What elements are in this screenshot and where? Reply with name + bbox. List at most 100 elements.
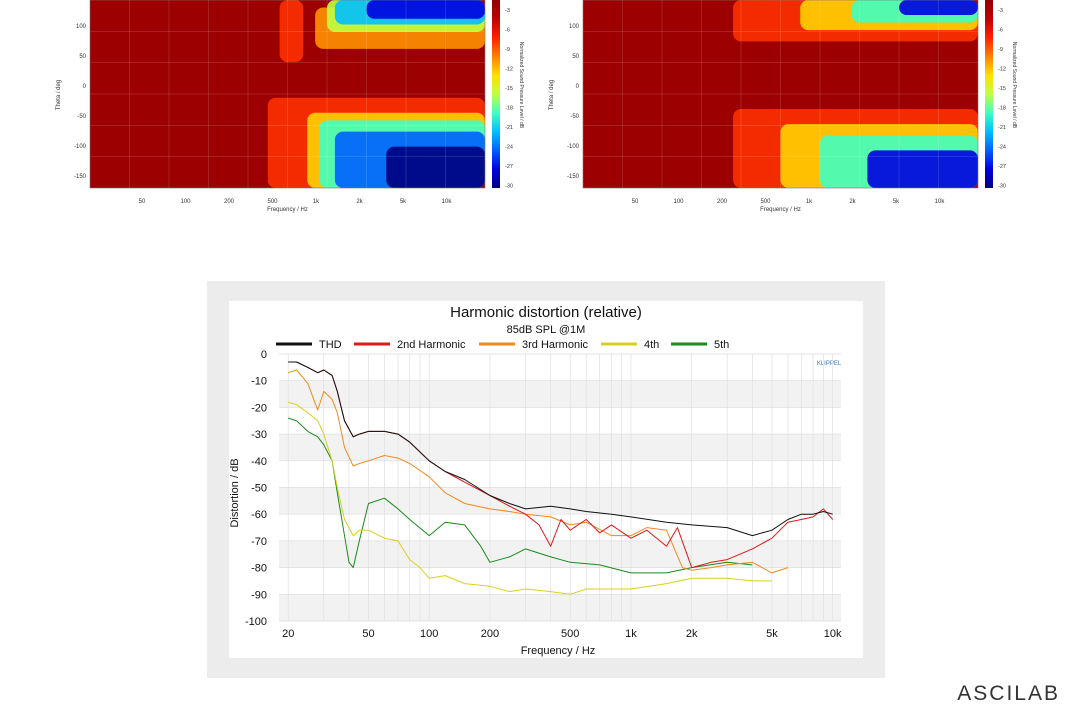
map-x-tick-label: 50 — [139, 199, 146, 205]
map-x-axis-label: Frequency / Hz — [760, 207, 801, 213]
x-tick-label: 20 — [282, 628, 294, 640]
y-tick-label: -90 — [251, 589, 267, 601]
map-y-tick-label: -100 — [567, 144, 580, 150]
y-tick-label: -60 — [251, 509, 267, 521]
colorbar-tick-label: -6 — [505, 28, 510, 34]
map-x-tick-label: 1k — [806, 199, 813, 205]
directivity-map-right: 100 50 0 -50 -100 -150 50 100 200 500 1k 2k 5k 10k Fre… — [533, 0, 1023, 225]
colorbar-tick-label: -27 — [505, 164, 513, 170]
colorbar — [985, 0, 993, 188]
colorbar-tick-label: -12 — [998, 67, 1006, 73]
legend-label: 2nd Harmonic — [397, 339, 466, 351]
x-tick-label: 500 — [561, 628, 579, 640]
map-y-axis-label: Theta / deg — [549, 80, 555, 110]
map-y-tick-label: 50 — [572, 54, 579, 60]
x-axis-label: Frequency / Hz — [521, 645, 596, 657]
y-tick-label: -80 — [251, 563, 267, 575]
map-x-tick-label: 50 — [632, 199, 639, 205]
colorbar-tick-label: -15 — [998, 86, 1006, 92]
colorbar-tick-label: -21 — [998, 125, 1006, 131]
plot-band — [279, 594, 841, 621]
y-tick-label: -50 — [251, 483, 267, 495]
x-tick-label: 1k — [625, 628, 637, 640]
map-y-tick-label: 100 — [569, 24, 580, 30]
x-tick-label: 5k — [766, 628, 778, 640]
map-x-tick-label: 500 — [760, 199, 771, 205]
map-y-tick-label: 0 — [83, 84, 87, 90]
map-y-axis-label: Theta / deg — [56, 80, 62, 110]
map-region — [366, 0, 485, 19]
colorbar-tick-label: -21 — [505, 125, 513, 131]
colorbar-tick-label: -27 — [998, 164, 1006, 170]
map-x-tick-label: 1k — [313, 199, 320, 205]
colorbar-tick-label: -12 — [505, 67, 513, 73]
map-x-tick-label: 10k — [935, 199, 946, 205]
ascilab-logo-text: ASCILAB — [957, 682, 1060, 705]
map-region — [386, 146, 485, 188]
colorbar-tick-label: -18 — [505, 106, 513, 112]
map-y-tick-label: -50 — [570, 114, 579, 120]
y-tick-label: 0 — [261, 349, 267, 361]
series-line — [288, 401, 772, 595]
chart-subtitle: 85dB SPL @1M — [507, 324, 586, 336]
map-frame — [89, 0, 486, 189]
y-tick-label: -40 — [251, 456, 267, 468]
x-tick-label: 200 — [481, 628, 499, 640]
series-line — [288, 361, 833, 537]
legend-label: 5th — [714, 339, 729, 351]
map-region — [279, 0, 304, 63]
x-tick-label: 50 — [362, 628, 374, 640]
colorbar-tick-label: -15 — [505, 86, 513, 92]
legend-label: THD — [319, 339, 342, 351]
map-region — [867, 150, 978, 188]
map-x-tick-label: 500 — [267, 199, 278, 205]
harmonic-distortion-card: Harmonic distortion (relative) 85dB SPL … — [229, 301, 863, 658]
map-y-tick-label: -50 — [77, 114, 86, 120]
harmonic-distortion-chart: Harmonic distortion (relative) 85dB SPL … — [229, 304, 842, 657]
colorbar-tick-label: -6 — [998, 28, 1003, 34]
colorbar-tick-label: -30 — [998, 184, 1006, 190]
map-x-tick-label: 5k — [893, 199, 900, 205]
colorbar-label: Normalized Sound Pressure Level / dB — [518, 42, 524, 129]
map-y-tick-label: -100 — [74, 144, 87, 150]
directivity-map-left: 100 50 0 -50 -100 -150 50 100 200 500 1k 2k 5k 10k Fre… — [40, 0, 530, 225]
legend-label: 4th — [644, 339, 659, 351]
colorbar — [492, 0, 500, 188]
colorbar-tick-label: -3 — [505, 8, 510, 14]
x-tick-label: 2k — [686, 628, 698, 640]
y-tick-label: -100 — [245, 616, 267, 628]
y-tick-label: -30 — [251, 429, 267, 441]
map-x-tick-label: 10k — [442, 199, 453, 205]
colorbar-tick-label: -9 — [505, 47, 510, 53]
map-x-axis-label: Frequency / Hz — [267, 207, 308, 213]
map-y-tick-label: 50 — [79, 54, 86, 60]
colorbar-tick-label: -24 — [505, 145, 513, 151]
y-tick-label: -70 — [251, 536, 267, 548]
colorbar-tick-label: -18 — [998, 106, 1006, 112]
chart-title: Harmonic distortion (relative) — [450, 304, 642, 321]
series-line — [288, 369, 789, 574]
colorbar-tick-label: -3 — [998, 8, 1003, 14]
map-x-tick-label: 200 — [224, 199, 235, 205]
colorbar-tick-label: -9 — [998, 47, 1003, 53]
plot-band — [279, 434, 841, 461]
x-tick-label: 100 — [420, 628, 438, 640]
y-tick-label: -10 — [251, 376, 267, 388]
ascilab-logo: ASCILAB — [957, 682, 1060, 706]
legend-label: 3rd Harmonic — [522, 339, 589, 351]
x-tick-label: 10k — [824, 628, 842, 640]
map-y-tick-label: 0 — [576, 84, 580, 90]
klippel-watermark: KLIPPEL — [817, 361, 842, 367]
map-y-tick-label: -150 — [74, 174, 87, 180]
map-y-tick-label: -150 — [567, 174, 580, 180]
map-x-tick-label: 2k — [356, 199, 363, 205]
series-line — [288, 417, 753, 574]
map-x-tick-label: 100 — [180, 199, 191, 205]
map-x-tick-label: 2k — [849, 199, 856, 205]
plot-band — [279, 380, 841, 408]
colorbar-tick-label: -24 — [998, 145, 1006, 151]
colorbar-tick-label: -30 — [505, 184, 513, 190]
map-x-tick-label: 200 — [717, 199, 728, 205]
